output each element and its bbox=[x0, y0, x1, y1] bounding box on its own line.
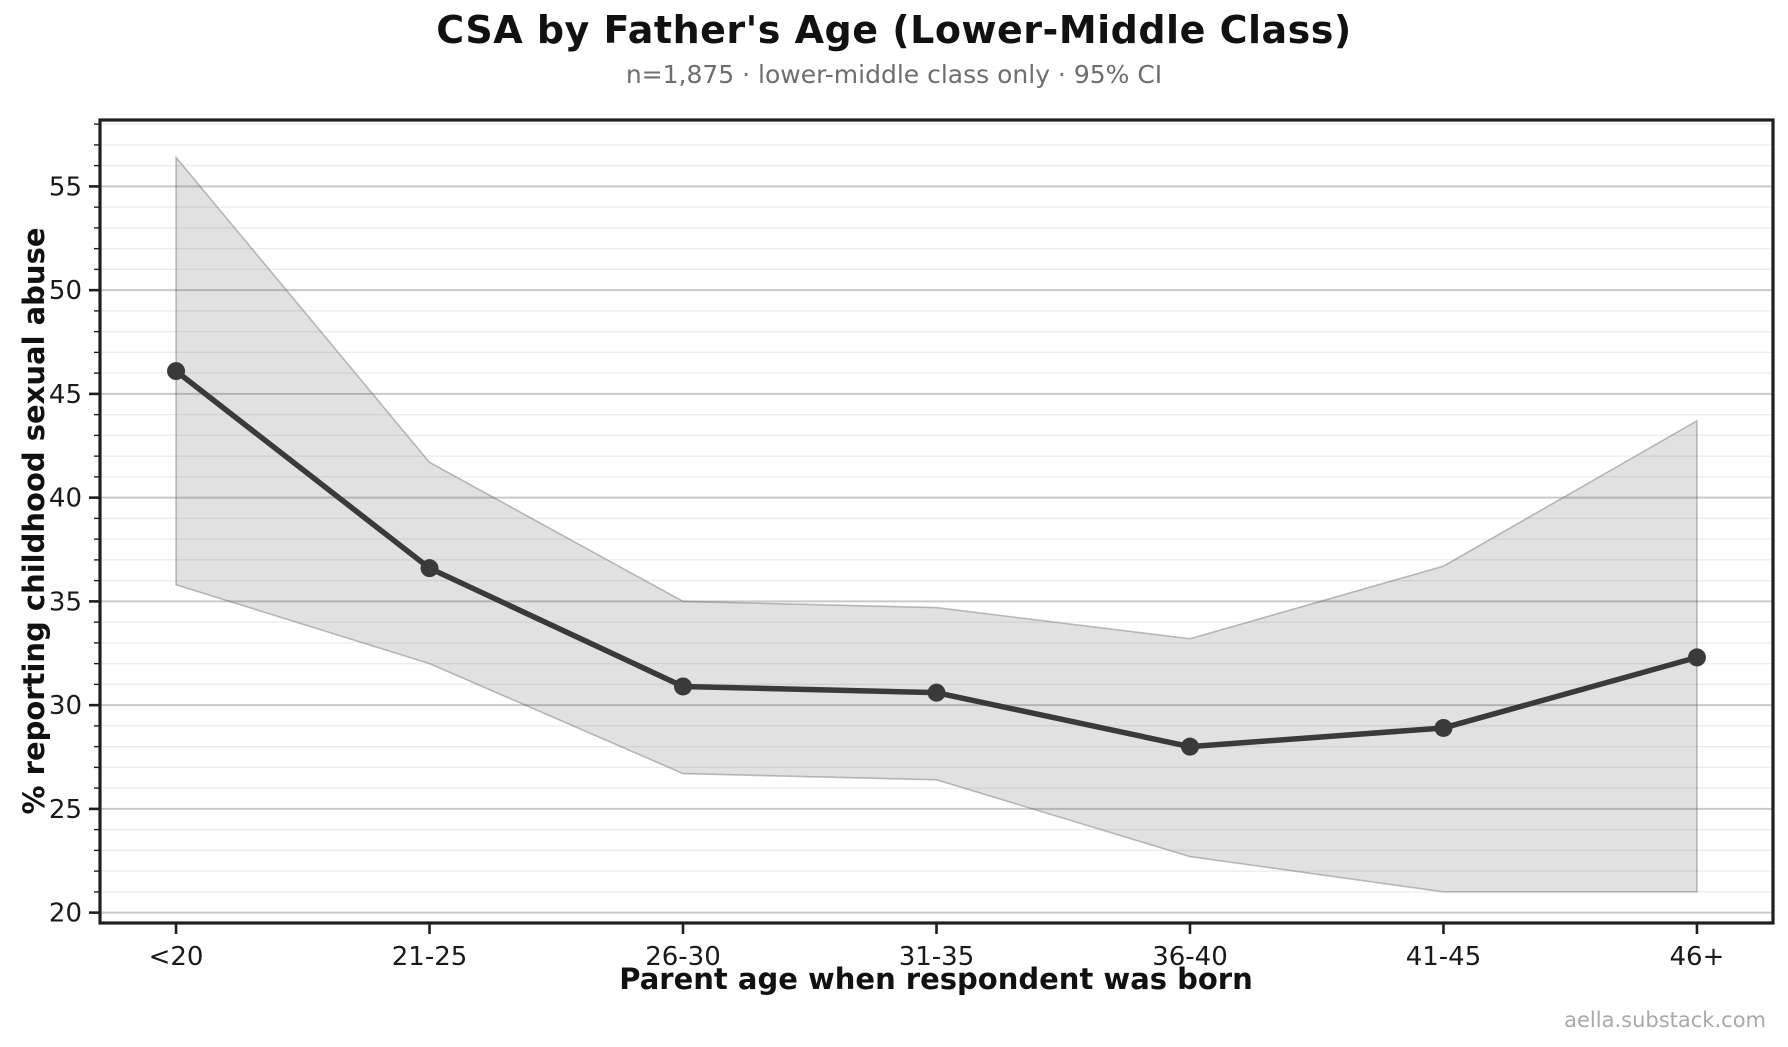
data-point bbox=[1180, 737, 1199, 756]
x-axis-label: Parent age when respondent was born bbox=[619, 962, 1253, 996]
y-tick-label: 30 bbox=[49, 691, 82, 721]
x-tick-label: 46+ bbox=[1670, 942, 1725, 972]
y-axis-label: % reporting childhood sexual abuse bbox=[17, 227, 51, 815]
watermark: aella.substack.com bbox=[1564, 1008, 1766, 1032]
data-point bbox=[420, 559, 439, 578]
y-tick-label: 45 bbox=[49, 380, 82, 410]
chart-title: CSA by Father's Age (Lower-Middle Class) bbox=[436, 8, 1352, 52]
ci-band bbox=[175, 155, 1698, 893]
chart-subtitle: n=1,875 · lower-middle class only · 95% … bbox=[625, 60, 1163, 89]
data-point bbox=[1434, 718, 1453, 737]
x-tick-label: 36-40 bbox=[1152, 942, 1228, 972]
x-tick-label: 41-45 bbox=[1406, 942, 1482, 972]
y-tick-label: 55 bbox=[49, 172, 82, 202]
data-point bbox=[927, 683, 946, 702]
x-tick-label: 26-30 bbox=[645, 942, 721, 972]
y-tick-label: 40 bbox=[49, 484, 82, 514]
x-tick-label: 31-35 bbox=[899, 942, 975, 972]
x-tick-label: <20 bbox=[149, 942, 204, 972]
y-tick-label: 20 bbox=[49, 899, 82, 929]
data-point bbox=[1687, 648, 1706, 667]
data-point bbox=[167, 362, 186, 381]
y-tick-label: 35 bbox=[49, 587, 82, 617]
y-tick-label: 25 bbox=[49, 795, 82, 825]
y-tick-label: 50 bbox=[49, 276, 82, 306]
x-tick-label: 21-25 bbox=[392, 942, 468, 972]
data-point bbox=[674, 677, 693, 696]
